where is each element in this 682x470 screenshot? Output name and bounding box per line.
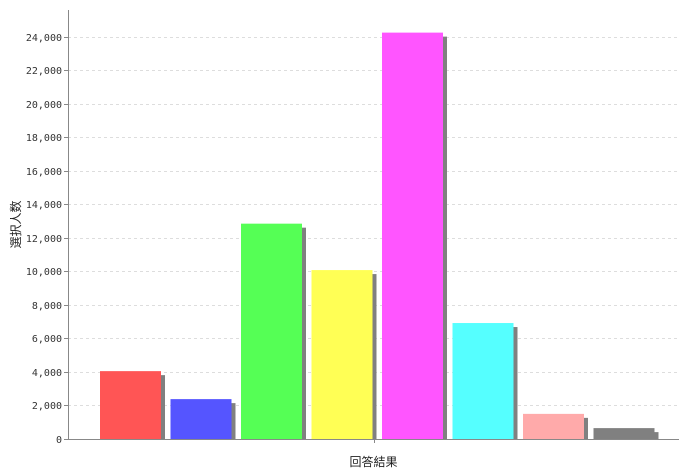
y-axis-ticks: 0 2,000 4,000 6,000 8,000 10,000 12,000 14,000 1… [26,33,68,446]
x-axis-title: 回答結果 [349,454,397,469]
bar [523,413,584,439]
bar [100,371,161,439]
y-tick-label: 0 [56,435,62,446]
y-tick-label: 12,000 [26,234,62,245]
y-tick-label: 6,000 [32,334,62,345]
bar [382,32,443,439]
y-tick-label: 22,000 [26,66,62,77]
bar [170,399,232,439]
bar [593,428,655,439]
y-tick-label: 18,000 [26,133,62,144]
bar [452,323,514,439]
bar-shadows [104,36,659,439]
bars [100,32,655,439]
y-tick-label: 8,000 [32,301,62,312]
y-tick-label: 24,000 [26,33,62,44]
bar [241,223,302,439]
bar [311,270,373,439]
y-tick-label: 10,000 [26,267,62,278]
y-tick-label: 14,000 [26,200,62,211]
y-tick-label: 2,000 [32,401,62,412]
y-tick-label: 16,000 [26,167,62,178]
y-tick-label: 20,000 [26,100,62,111]
y-tick-label: 4,000 [32,368,62,379]
y-axis-title: 選択人数 [8,200,23,248]
